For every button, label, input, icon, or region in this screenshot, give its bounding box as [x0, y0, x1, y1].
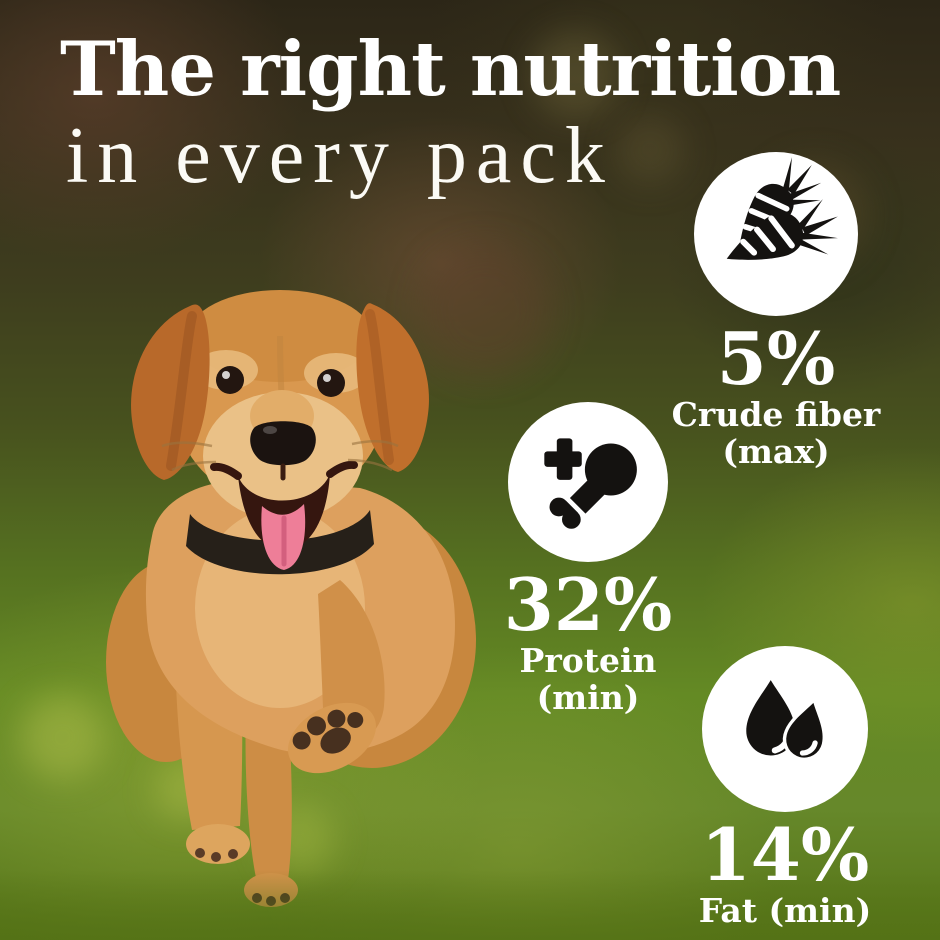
foreground-grass — [0, 870, 940, 940]
stat-label: (min) — [536, 678, 640, 717]
bokeh-light — [615, 115, 685, 185]
stat-label: Crude fiber — [671, 395, 881, 434]
stat-value: 14% — [700, 812, 870, 897]
bokeh-light — [20, 695, 105, 780]
bokeh-light — [420, 245, 550, 375]
headline-subtitle: in every pack — [66, 112, 614, 200]
water-drops-icon — [746, 680, 826, 761]
drumstick-cross-icon — [544, 438, 637, 529]
crude-fiber-badge — [694, 152, 858, 316]
stat-label: Protein — [519, 641, 657, 680]
stat-fat: 14% Fat (min) — [655, 646, 915, 929]
stat-crude-fiber: 5% Crude fiber (max) — [640, 152, 912, 470]
stat-value: 5% — [716, 316, 836, 401]
headline-title: The right nutrition — [60, 25, 841, 113]
puppy-image — [106, 290, 476, 907]
fat-badge — [702, 646, 868, 812]
protein-badge — [508, 402, 668, 562]
stat-value: 32% — [503, 562, 673, 647]
stat-label: (max) — [722, 432, 830, 471]
stat-protein: 32% Protein (min) — [462, 402, 714, 716]
stat-label: Fat (min) — [698, 891, 872, 930]
carrots-icon — [726, 157, 838, 260]
bokeh-light — [530, 30, 620, 120]
